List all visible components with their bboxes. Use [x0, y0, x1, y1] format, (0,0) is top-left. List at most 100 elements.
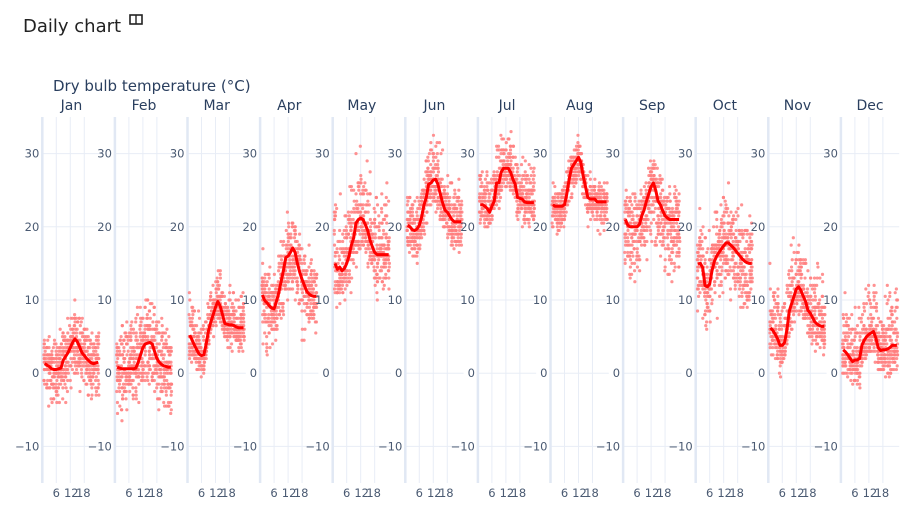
scatter-point [215, 324, 218, 327]
scatter-point [190, 306, 193, 309]
scatter-point [116, 357, 119, 360]
scatter-point [303, 254, 306, 257]
scatter-point [380, 269, 383, 272]
scatter-point [348, 269, 351, 272]
scatter-point [433, 167, 436, 170]
scatter-point [79, 324, 82, 327]
scatter-point [127, 350, 130, 353]
scatter-point [656, 167, 659, 170]
scatter-point [312, 309, 315, 312]
scatter-point [132, 397, 135, 400]
scatter-point [121, 353, 124, 356]
scatter-point [148, 309, 151, 312]
y-axis-title: Dry bulb temperature (°C) [53, 77, 251, 95]
scatter-point [566, 203, 569, 206]
scatter-point [703, 262, 706, 265]
scatter-point [418, 247, 421, 250]
scatter-point [669, 233, 672, 236]
scatter-point [369, 218, 372, 221]
scatter-point [137, 383, 140, 386]
scatter-point [73, 298, 76, 301]
scatter-point [288, 236, 291, 239]
scatter-point [668, 254, 671, 257]
scatter-point [277, 306, 280, 309]
scatter-point [345, 214, 348, 217]
scatter-point [383, 244, 386, 247]
scatter-point [556, 225, 559, 228]
scatter-point [420, 233, 423, 236]
scatter-point [375, 196, 378, 199]
scatter-point [727, 258, 730, 261]
scatter-point [452, 203, 455, 206]
scatter-point [460, 200, 463, 203]
scatter-point [213, 320, 216, 323]
scatter-point [701, 317, 704, 320]
scatter-point [659, 192, 662, 195]
scatter-point [144, 350, 147, 353]
scatter-point [652, 159, 655, 162]
scatter-point [455, 207, 458, 210]
book-icon[interactable] [130, 15, 142, 24]
scatter-point [721, 291, 724, 294]
scatter-point [706, 247, 709, 250]
scatter-point [738, 295, 741, 298]
scatter-point [623, 251, 626, 254]
scatter-point [701, 225, 704, 228]
scatter-point [533, 174, 536, 177]
scatter-point [315, 273, 318, 276]
scatter-point [121, 324, 124, 327]
scatter-point [626, 251, 629, 254]
scatter-point [738, 276, 741, 279]
month-label: Jan [60, 98, 83, 114]
scatter-point [57, 386, 60, 389]
scatter-point [479, 222, 482, 225]
scatter-point [450, 240, 453, 243]
scatter-point [459, 207, 462, 210]
scatter-point [628, 207, 631, 210]
scatter-point [736, 207, 739, 210]
scatter-point [708, 258, 711, 261]
y-tick-label: 0 [250, 366, 257, 380]
scatter-point [701, 254, 704, 257]
scatter-point [146, 313, 149, 316]
scatter-point [309, 302, 312, 305]
scatter-point [273, 320, 276, 323]
scatter-point [370, 262, 373, 265]
scatter-point [280, 317, 283, 320]
x-tick-label: 18 [366, 486, 381, 500]
scatter-point [338, 240, 341, 243]
scatter-point [298, 233, 301, 236]
scatter-point [55, 379, 58, 382]
scatter-point [416, 251, 419, 254]
scatter-point [673, 262, 676, 265]
scatter-point [426, 167, 429, 170]
scatter-point [698, 291, 701, 294]
scatter-point [148, 324, 151, 327]
y-tick-label: 10 [388, 293, 403, 307]
scatter-point [132, 394, 135, 397]
scatter-point [480, 211, 483, 214]
scatter-point [605, 203, 608, 206]
scatter-point [272, 284, 275, 287]
scatter-point [648, 225, 651, 228]
scatter-point [122, 350, 125, 353]
scatter-point [223, 331, 226, 334]
scatter-point [286, 211, 289, 214]
scatter-point [720, 265, 723, 268]
scatter-point [373, 207, 376, 210]
scatter-point [422, 192, 425, 195]
scatter-point [524, 159, 527, 162]
scatter-point [75, 317, 78, 320]
scatter-point [523, 222, 526, 225]
scatter-point [341, 284, 344, 287]
scatter-point [596, 211, 599, 214]
x-tick-label: 6 [270, 486, 277, 500]
scatter-point [717, 236, 720, 239]
scatter-point [376, 265, 379, 268]
scatter-point [78, 317, 81, 320]
scatter-point [64, 375, 67, 378]
scatter-point [152, 306, 155, 309]
scatter-point [309, 313, 312, 316]
scatter-point [64, 364, 67, 367]
scatter-point [166, 383, 169, 386]
